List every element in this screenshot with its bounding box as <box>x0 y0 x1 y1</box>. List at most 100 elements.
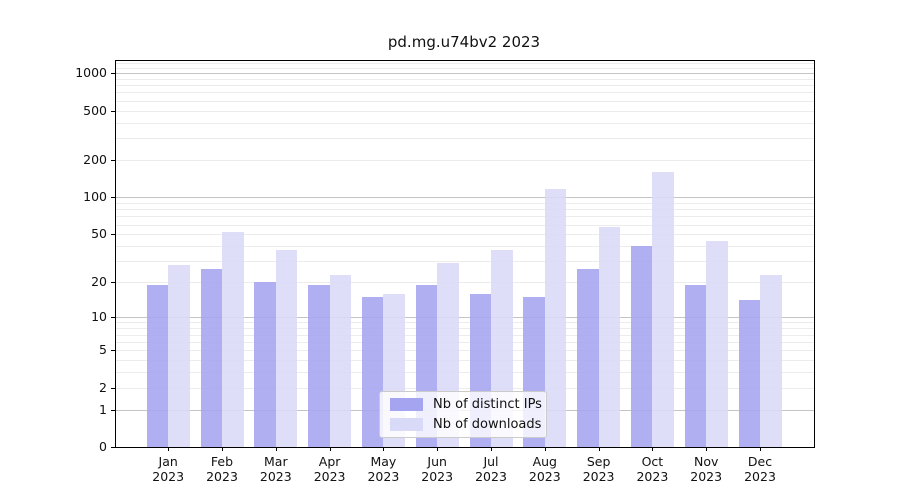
y-tick <box>111 197 116 199</box>
minor-gridline <box>116 387 814 389</box>
x-tick <box>437 447 439 451</box>
y-tick <box>111 387 116 389</box>
minor-gridline <box>116 92 814 94</box>
minor-gridline <box>116 341 814 343</box>
bar-ips <box>308 284 330 447</box>
y-tick-label: 100 <box>83 189 107 205</box>
bar-downloads <box>275 250 298 447</box>
y-tick <box>111 110 116 112</box>
bar-downloads <box>168 264 190 447</box>
x-tick-label: Apr 2023 <box>313 454 346 484</box>
x-tick <box>168 447 170 451</box>
minor-gridline <box>116 138 814 140</box>
y-tick-label: 2 <box>99 379 107 395</box>
x-tick-label: Feb 2023 <box>206 454 238 484</box>
bar-downloads <box>706 241 728 447</box>
bar-downloads <box>544 188 567 447</box>
y-tick <box>111 409 116 411</box>
legend-row: Nb of distinct IPs <box>380 396 546 413</box>
legend-row: Nb of downloads <box>380 416 546 433</box>
y-tick <box>111 447 116 448</box>
x-tick <box>652 447 654 451</box>
y-tick <box>111 317 116 319</box>
bar-downloads <box>598 227 621 447</box>
minor-gridline <box>116 246 814 247</box>
minor-gridline <box>116 322 814 324</box>
minor-gridline <box>116 78 814 80</box>
x-tick <box>491 447 492 451</box>
minor-gridline <box>116 209 814 211</box>
bar-downloads <box>760 275 782 447</box>
legend-label: Nb of downloads <box>433 417 542 432</box>
minor-gridline <box>116 328 814 330</box>
minor-gridline <box>116 261 814 263</box>
y-tick <box>111 160 116 161</box>
minor-gridline <box>116 224 814 226</box>
minor-gridline <box>116 216 814 218</box>
bar-ips <box>684 284 707 447</box>
x-tick-label: May 2023 <box>367 454 400 484</box>
y-tick <box>111 350 116 351</box>
x-tick-label: Jan 2023 <box>152 454 185 484</box>
y-tick-label: 200 <box>83 152 107 167</box>
x-tick <box>760 447 761 451</box>
minor-gridline <box>116 202 814 204</box>
x-tick <box>544 447 546 451</box>
minor-gridline <box>116 100 814 102</box>
y-tick-label: 1000 <box>75 65 107 81</box>
x-tick-label: Dec 2023 <box>744 454 776 484</box>
x-tick-label: Jun 2023 <box>421 454 454 484</box>
y-tick-label: 50 <box>91 226 107 242</box>
major-gridline <box>116 73 814 75</box>
minor-gridline <box>116 334 814 336</box>
bar-ips <box>577 268 599 447</box>
minor-gridline <box>116 234 814 236</box>
x-tick-label: Aug 2023 <box>528 454 561 484</box>
major-gridline <box>116 317 814 319</box>
chart-title: pd.mg.u74bv2 2023 <box>387 33 541 51</box>
minor-gridline <box>116 350 814 351</box>
y-tick-label: 5 <box>99 342 107 357</box>
y-tick <box>111 234 116 236</box>
bar-ips <box>146 284 169 447</box>
minor-gridline <box>116 282 814 284</box>
major-gridline <box>116 197 814 199</box>
y-tick-label: 500 <box>83 102 107 118</box>
y-tick-label: 10 <box>91 309 107 325</box>
bar-ips <box>361 296 384 447</box>
legend-swatch <box>390 398 423 411</box>
x-tick <box>329 447 331 451</box>
bar-downloads <box>222 232 244 447</box>
x-tick <box>222 447 223 451</box>
legend: Nb of distinct IPs Nb of downloads <box>379 391 547 438</box>
x-tick <box>383 447 385 451</box>
x-tick-label: Oct 2023 <box>636 454 669 484</box>
x-tick <box>706 447 708 451</box>
minor-gridline <box>116 372 814 373</box>
y-tick-label: 20 <box>91 274 107 290</box>
minor-gridline <box>116 85 814 87</box>
y-tick <box>111 282 116 284</box>
minor-gridline <box>116 110 814 112</box>
plot-area: Jan 2023 Feb 2023 Mar 2023 Apr 2023 May 2023 Jun 20… <box>75 60 815 484</box>
legend-swatch <box>390 418 423 431</box>
y-tick-label: 0 <box>99 439 107 454</box>
x-tick-label: Mar 2023 <box>259 454 292 484</box>
bar-downloads <box>652 172 674 447</box>
minor-gridline <box>116 63 814 65</box>
bar-ips <box>630 246 653 447</box>
x-tick <box>598 447 600 451</box>
bar-ips <box>254 282 276 447</box>
y-tick <box>111 73 116 75</box>
x-tick-label: Nov 2023 <box>690 454 723 484</box>
minor-gridline <box>116 122 814 124</box>
legend-label: Nb of distinct IPs <box>433 397 542 412</box>
minor-gridline <box>116 160 814 161</box>
bar-downloads <box>329 275 352 447</box>
minor-gridline <box>116 359 814 361</box>
bar-ips <box>200 268 222 447</box>
x-tick <box>275 447 277 451</box>
bar-ips <box>738 300 760 447</box>
x-tick-label: Jul 2023 <box>475 454 507 484</box>
